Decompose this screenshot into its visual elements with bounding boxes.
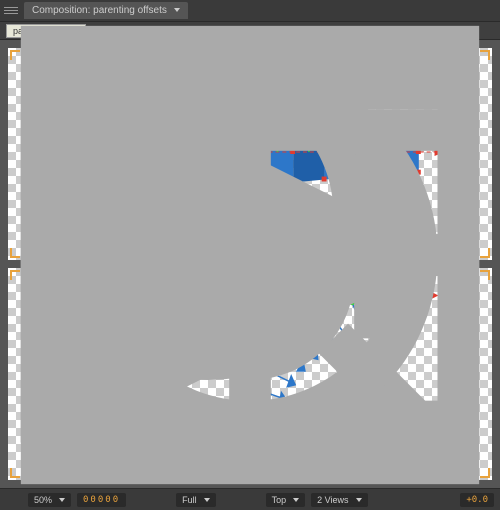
timeline-icon[interactable] <box>418 492 434 508</box>
viewer-footer: 50% 00000 Full Top 2 Views +0.0 <box>0 488 500 510</box>
